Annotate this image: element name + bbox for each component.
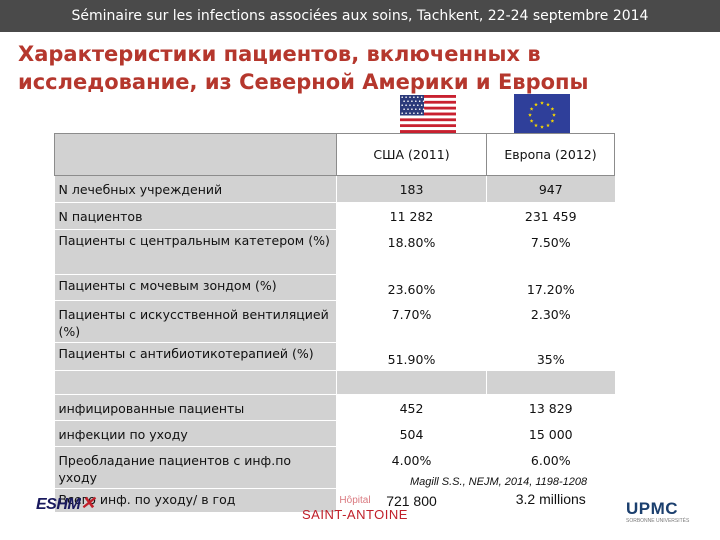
table-row: инфицированные пациенты 452 13 829 bbox=[54, 394, 615, 421]
row-label: Пациенты с антибиотикотерапией (%) bbox=[54, 342, 337, 371]
table-row: Пациенты с мочевым зондом (%) 23.60% 17.… bbox=[54, 274, 615, 301]
europe-value: 13 829 bbox=[486, 394, 615, 421]
upmc-logo-sub: SORBONNE UNIVERSITÉS bbox=[626, 518, 690, 524]
table-row: Всего инф. по уходу/ в год 721 800 3.2 m… bbox=[54, 488, 615, 513]
upmc-logo-text: UPMC bbox=[626, 499, 679, 518]
us-flag-icon bbox=[400, 95, 456, 133]
row-label: Всего инф. по уходу/ в год bbox=[54, 488, 337, 513]
usa-value: 452 bbox=[336, 394, 487, 421]
row-label: Пациенты с мочевым зондом (%) bbox=[54, 274, 337, 301]
citation: Magill S.S., NEJM, 2014, 1198-1208 bbox=[410, 476, 588, 488]
saint-antoine-top: Hôpital bbox=[339, 495, 371, 506]
row-label: Преобладание пациентов с инф.по уходу bbox=[54, 446, 337, 489]
table-row: N пациентов 11 282 231 459 bbox=[54, 202, 615, 230]
table-row: N лечебных учреждений 183 947 bbox=[54, 175, 615, 203]
saint-antoine-text: SAINT-ANTOINE bbox=[302, 507, 408, 522]
table-row: Пациенты с центральным катетером (%) 18.… bbox=[54, 229, 615, 275]
europe-value: 3.2 millions bbox=[486, 488, 615, 513]
table-row-spacer bbox=[54, 370, 615, 395]
eshm-cross-icon: ✕ bbox=[80, 493, 95, 513]
column-header-usa: США (2011) bbox=[336, 133, 487, 176]
europe-value: 7.50% bbox=[486, 229, 615, 275]
europe-value: 17.20% bbox=[486, 274, 615, 301]
eshm-logo: ESHM✕ bbox=[36, 493, 96, 523]
europe-value: 35% bbox=[486, 342, 615, 371]
upmc-logo: UPMC SORBONNE UNIVERSITÉS bbox=[626, 500, 690, 532]
usa-value: 11 282 bbox=[336, 202, 487, 230]
table-row: инфекции по уходу 504 15 000 bbox=[54, 420, 615, 447]
usa-value: 7.70% bbox=[336, 300, 487, 343]
saint-antoine-logo: Hôpital SAINT-ANTOINE bbox=[300, 496, 410, 536]
europe-value: 947 bbox=[486, 175, 615, 203]
europe-value: 15 000 bbox=[486, 420, 615, 447]
row-label: Пациенты с искусственной вентиляцией (%) bbox=[54, 300, 337, 343]
seminar-header: Séminaire sur les infections associées a… bbox=[0, 0, 720, 32]
usa-value: 23.60% bbox=[336, 274, 487, 301]
usa-value: 721 800 bbox=[336, 488, 487, 513]
page-title: Характеристики пациентов, включенных в и… bbox=[18, 42, 589, 94]
table-row: Пациенты с искусственной вентиляцией (%)… bbox=[54, 300, 615, 343]
row-label: N пациентов bbox=[54, 202, 337, 230]
row-label: N лечебных учреждений bbox=[54, 175, 337, 203]
table-row: Преобладание пациентов с инф.по уходу 4.… bbox=[54, 446, 615, 489]
europe-value bbox=[486, 370, 615, 395]
row-label: инфицированные пациенты bbox=[54, 394, 337, 421]
europe-value: 2.30% bbox=[486, 300, 615, 343]
europe-value: 231 459 bbox=[486, 202, 615, 230]
row-label: Пациенты с центральным катетером (%) bbox=[54, 229, 337, 275]
row-label bbox=[54, 370, 337, 395]
column-header-europe: Европа (2012) bbox=[486, 133, 615, 176]
usa-value: 504 bbox=[336, 420, 487, 447]
usa-value: 18.80% bbox=[336, 229, 487, 275]
eu-flag-icon bbox=[514, 94, 570, 136]
usa-value: 51.90% bbox=[336, 342, 487, 371]
patients-table: США (2011) Европа (2012) N лечебных учре… bbox=[54, 133, 615, 513]
table-row: Пациенты с антибиотикотерапией (%) 51.90… bbox=[54, 342, 615, 371]
usa-value: 4.00% bbox=[336, 446, 487, 489]
usa-value: 183 bbox=[336, 175, 487, 203]
table-header-row: США (2011) Европа (2012) bbox=[54, 133, 615, 176]
eshm-logo-text: ESHM bbox=[36, 496, 81, 513]
header-empty-cell bbox=[54, 133, 337, 176]
row-label: инфекции по уходу bbox=[54, 420, 337, 447]
usa-value bbox=[336, 370, 487, 395]
